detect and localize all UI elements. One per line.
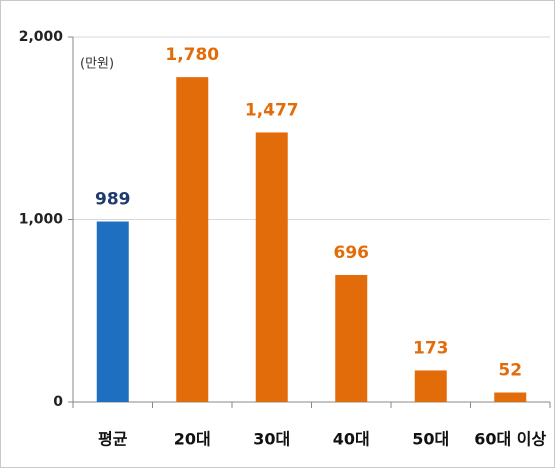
x-tick-label: 40대 bbox=[333, 430, 370, 449]
x-tick-label: 50대 bbox=[412, 430, 449, 449]
bar bbox=[335, 274, 368, 402]
value-label: 989 bbox=[95, 190, 131, 210]
bar bbox=[96, 221, 129, 402]
value-label: 696 bbox=[334, 243, 370, 263]
bar bbox=[176, 77, 209, 403]
y-tick-label: 1,000 bbox=[19, 212, 64, 228]
unit-label: (만원) bbox=[80, 57, 114, 72]
y-tick-label: 0 bbox=[53, 394, 63, 410]
x-tick-label: 20대 bbox=[174, 430, 211, 449]
y-tick-label: 2,000 bbox=[19, 29, 64, 45]
x-tick-label: 30대 bbox=[253, 430, 290, 449]
bar bbox=[255, 132, 288, 402]
bar bbox=[494, 392, 527, 402]
value-label: 1,477 bbox=[245, 100, 299, 120]
value-label: 52 bbox=[498, 361, 522, 381]
x-tick-label: 평균 bbox=[98, 430, 128, 449]
value-label: 173 bbox=[413, 338, 449, 358]
bar bbox=[414, 370, 447, 402]
x-tick-label: 60대 이상 bbox=[474, 430, 546, 449]
value-label: 1,780 bbox=[165, 45, 219, 65]
